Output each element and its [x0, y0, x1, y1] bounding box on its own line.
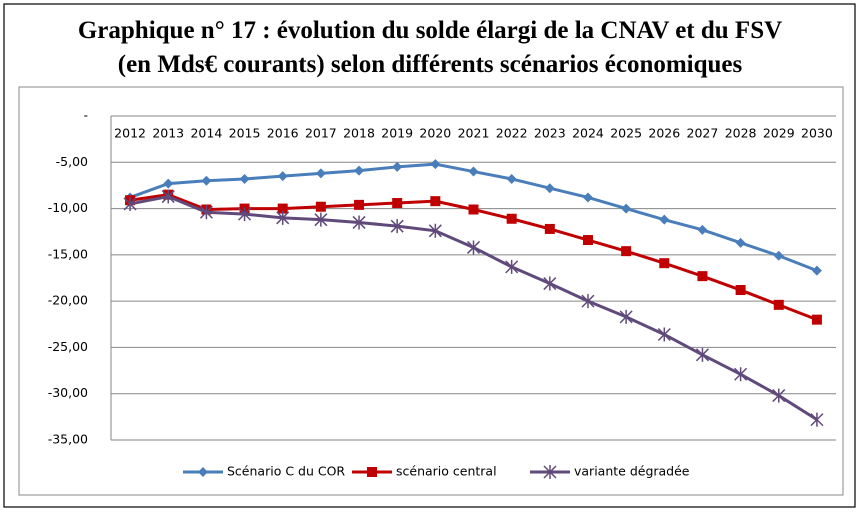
point	[697, 224, 708, 235]
point	[695, 347, 709, 362]
point	[619, 309, 633, 324]
x-tick-label: 2025	[610, 126, 642, 141]
x-tick-label: 2030	[801, 126, 833, 141]
y-tick-label: -15,00	[48, 246, 88, 261]
x-tick-label: 2019	[381, 126, 413, 141]
point	[505, 259, 519, 274]
point	[697, 271, 708, 282]
point	[735, 285, 746, 296]
x-tick-label: 2012	[114, 126, 146, 141]
x-tick-label: 2024	[572, 126, 604, 141]
x-tick-label: 2016	[267, 126, 299, 141]
chart-title: Graphique n° 17 : évolution du solde éla…	[78, 17, 782, 44]
x-tick-label: 2028	[725, 126, 757, 141]
y-tick-label: -5,00	[56, 154, 88, 169]
point	[468, 166, 479, 177]
point	[543, 276, 557, 291]
y-tick-label: -30,00	[48, 385, 88, 400]
point	[735, 237, 746, 248]
point	[238, 207, 252, 222]
point	[734, 367, 748, 382]
chart-subtitle: (en Mds€ courants) selon différents scén…	[118, 51, 743, 78]
y-tick-label: -10,00	[48, 200, 88, 215]
x-tick-label: 2014	[190, 126, 222, 141]
point	[810, 412, 824, 427]
point	[543, 465, 557, 479]
x-tick-label: 2023	[534, 126, 566, 141]
point	[276, 210, 290, 225]
point	[161, 189, 175, 204]
point	[239, 173, 250, 184]
point	[506, 213, 517, 224]
point	[277, 171, 288, 182]
point	[582, 192, 593, 203]
point	[123, 196, 137, 211]
point	[466, 240, 481, 255]
point	[315, 168, 326, 179]
legend-label: scénario central	[396, 464, 497, 479]
point	[621, 203, 632, 214]
point	[468, 204, 479, 215]
point	[354, 199, 365, 210]
point	[277, 203, 288, 214]
plot-frame	[18, 86, 844, 496]
point	[430, 159, 441, 170]
point	[544, 183, 555, 194]
point	[428, 223, 442, 238]
x-tick-label: 2015	[229, 126, 261, 141]
x-tick-label: 2020	[419, 126, 451, 141]
y-tick-label: -	[83, 108, 88, 123]
y-tick-label: -20,00	[48, 293, 88, 308]
point	[352, 215, 366, 230]
x-tick-label: 2027	[687, 126, 719, 141]
point	[657, 327, 671, 342]
point	[367, 467, 377, 477]
point	[659, 214, 670, 225]
point	[392, 198, 403, 209]
point	[581, 294, 595, 309]
y-tick-label: -35,00	[48, 432, 88, 447]
point	[314, 212, 328, 227]
point	[198, 467, 208, 477]
point	[773, 299, 784, 310]
x-tick-label: 2026	[648, 126, 680, 141]
point	[811, 314, 822, 325]
x-tick-label: 2018	[343, 126, 375, 141]
x-tick-label: 2021	[458, 126, 490, 141]
legend-label: Scénario C du COR	[227, 464, 345, 479]
point	[773, 250, 784, 261]
x-tick-label: 2013	[152, 126, 184, 141]
point	[354, 165, 365, 176]
legend-label: variante dégradée	[574, 464, 690, 479]
point	[430, 196, 441, 207]
point	[163, 178, 174, 189]
point	[621, 246, 632, 257]
x-tick-label: 2017	[305, 126, 337, 141]
frame	[3, 3, 856, 508]
point	[811, 265, 822, 276]
point	[659, 258, 670, 269]
point	[199, 205, 213, 220]
point	[390, 219, 404, 234]
y-tick-label: -25,00	[48, 339, 88, 354]
x-tick-label: 2022	[496, 126, 528, 141]
point	[392, 161, 403, 172]
series	[123, 189, 824, 427]
point	[506, 173, 517, 184]
point	[315, 201, 326, 212]
point	[544, 223, 555, 234]
point	[582, 235, 593, 246]
point	[772, 388, 786, 403]
point	[201, 175, 212, 186]
x-tick-label: 2029	[763, 126, 795, 141]
